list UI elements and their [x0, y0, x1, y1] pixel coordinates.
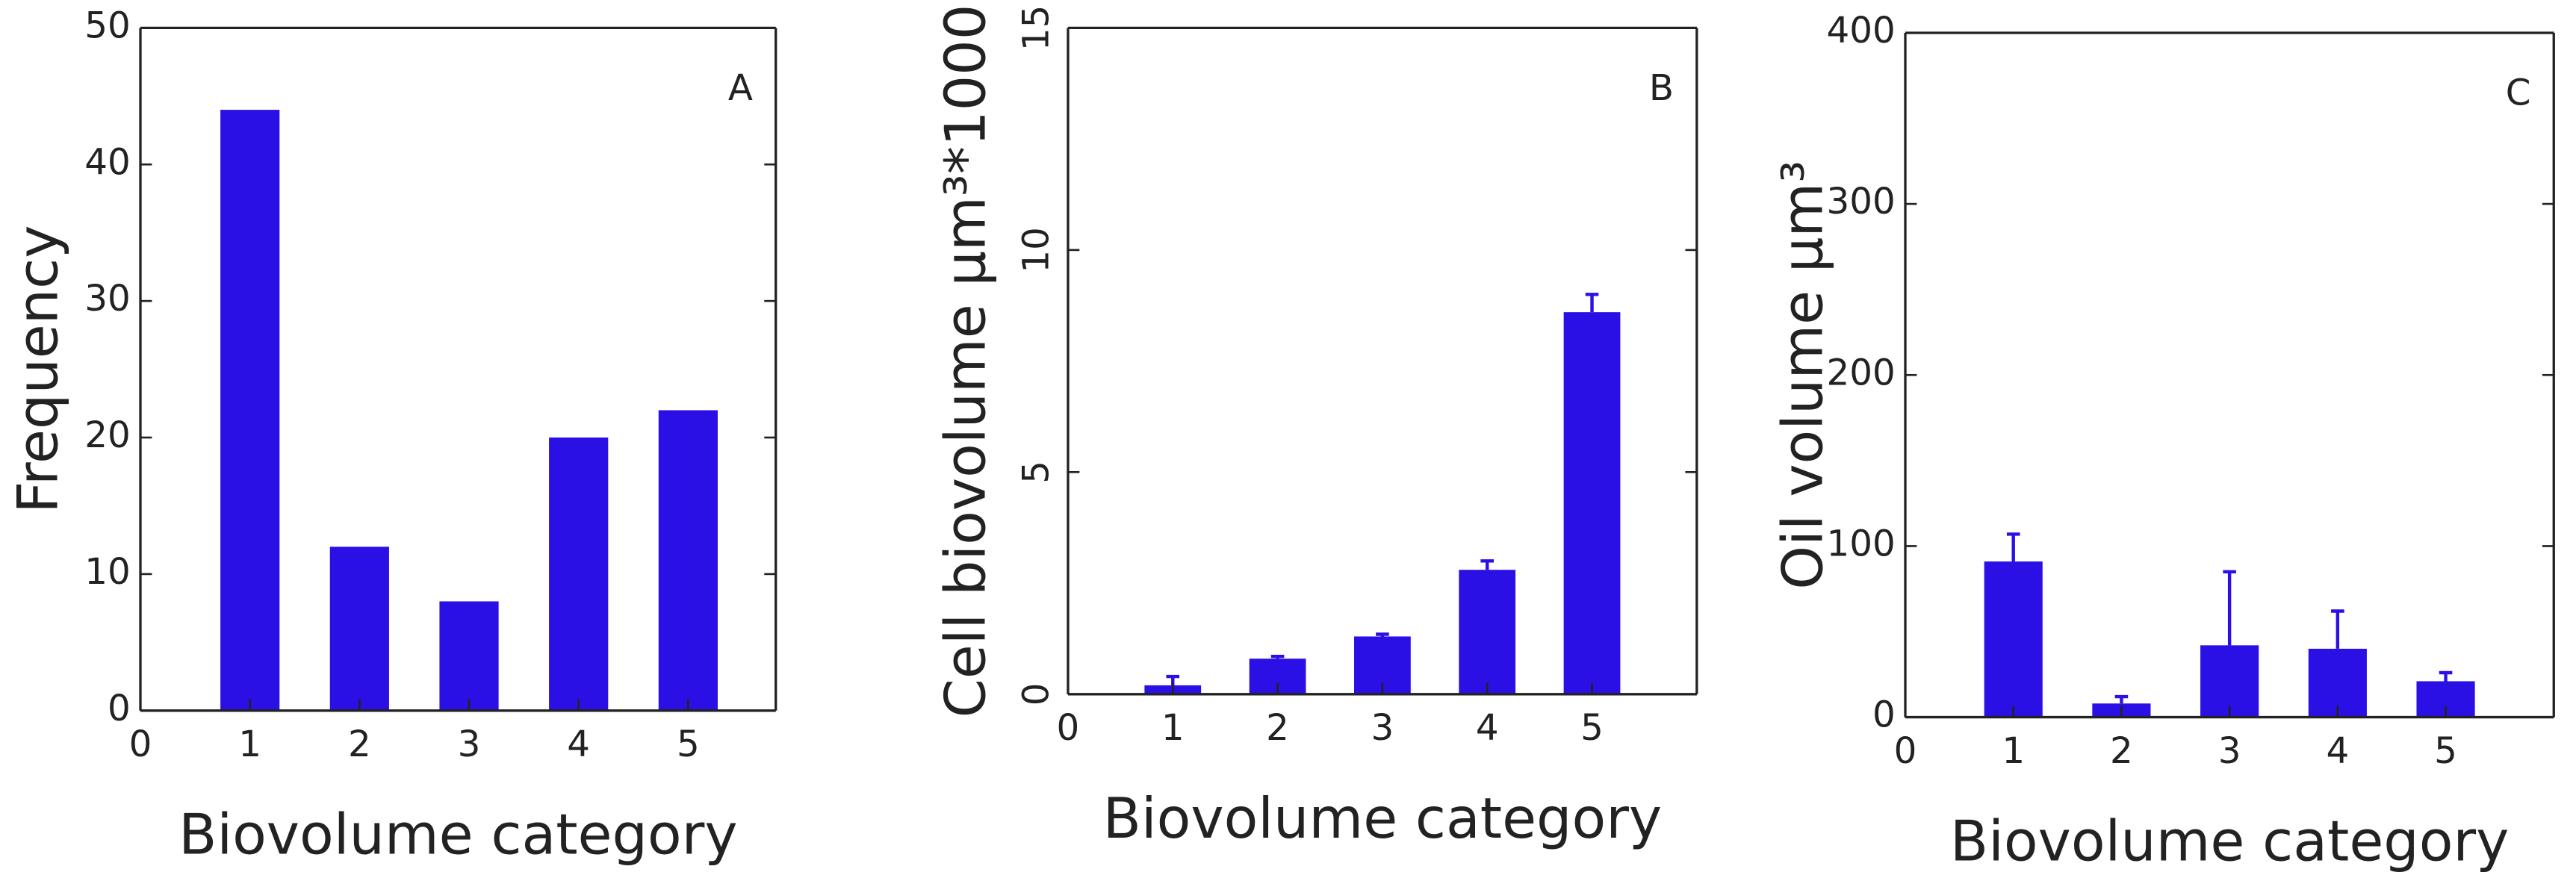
error-bar [2006, 532, 2020, 562]
y-axis-label: Oil volume µm³ [1771, 161, 1836, 590]
y-tick-label: 20 [84, 414, 131, 456]
x-tick-label: 5 [1580, 707, 1604, 749]
panel-label: A [728, 67, 753, 109]
panel: 0 100 200 300 400 0 1 2 3 4 5 Biovolume category Oil… [1771, 10, 2555, 874]
y-tick-label: 15 [1015, 5, 1057, 52]
x-tick-label: 1 [1161, 707, 1185, 749]
error-bar [2114, 694, 2129, 704]
x-tick-label: 2 [1266, 707, 1289, 749]
y-tick-label: 300 [1827, 181, 1896, 222]
y-axis-label: Cell biovolume µm³*1000 [934, 4, 999, 718]
y-tick-label: 40 [84, 141, 131, 183]
y-tick-label: 400 [1827, 10, 1896, 52]
error-bar [1480, 559, 1494, 570]
y-tick-label: 30 [84, 278, 131, 320]
x-tick-label: 0 [1894, 730, 1917, 772]
y-tick-label: 200 [1827, 352, 1896, 393]
bar [1563, 312, 1621, 694]
x-tick-label: 3 [458, 723, 481, 765]
x-axis-label: Biovolume category [179, 803, 738, 868]
x-tick-label: 1 [2002, 730, 2025, 772]
x-tick-label: 3 [2218, 730, 2241, 772]
x-tick-label: 5 [2434, 730, 2457, 772]
bar [2200, 645, 2259, 717]
y-tick-label: 0 [108, 688, 131, 729]
x-tick-label: 1 [238, 723, 261, 765]
x-axis-label: Biovolume category [1103, 786, 1663, 851]
error-bar [1585, 293, 1599, 313]
bar [329, 547, 389, 711]
x-tick-label: 0 [129, 723, 152, 765]
panel-label: C [2506, 72, 2531, 113]
x-tick-label: 0 [1057, 707, 1080, 749]
error-bar [2439, 670, 2453, 682]
y-tick-label: 10 [1015, 227, 1057, 273]
y-tick-label: 100 [1827, 523, 1896, 564]
panel: 0 10 20 30 40 50 0 1 2 3 4 5 Biovolume category Frequ… [6, 4, 778, 868]
x-axis-label: Biovolume category [1950, 809, 2510, 874]
x-tick-label: 4 [567, 723, 590, 765]
bar [1459, 570, 1516, 694]
y-tick-label: 10 [84, 551, 131, 593]
x-tick-label: 2 [348, 723, 371, 765]
error-bar [2223, 570, 2236, 646]
x-tick-label: 4 [2326, 730, 2349, 772]
y-axis-label: Frequency [6, 225, 71, 514]
bar [439, 601, 499, 711]
x-tick-label: 2 [2110, 730, 2133, 772]
x-tick-label: 4 [1476, 707, 1499, 749]
bar [1984, 561, 2043, 717]
bar [220, 110, 280, 711]
panel-label: B [1649, 67, 1674, 109]
error-bar [2331, 609, 2344, 649]
x-tick-label: 5 [677, 723, 700, 765]
error-bar [1376, 632, 1389, 637]
y-tick-label: 5 [1015, 461, 1057, 484]
x-tick-label: 3 [1371, 707, 1394, 749]
bar [658, 410, 718, 711]
y-tick-label: 0 [1872, 694, 1896, 736]
panel: 0 5 10 15 0 1 2 3 4 5 Biovolume category Cell biovo… [934, 4, 1698, 851]
y-tick-label: 0 [1015, 682, 1057, 706]
bar [549, 438, 609, 711]
error-bar [1270, 655, 1285, 659]
y-tick-label: 50 [84, 4, 131, 46]
